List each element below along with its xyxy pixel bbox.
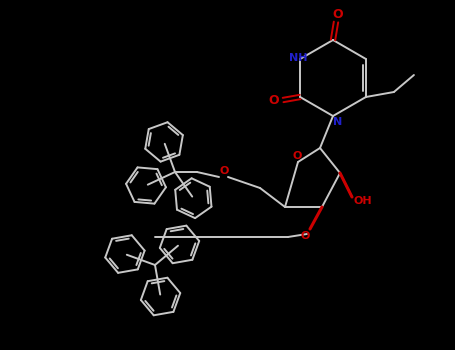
Text: O: O: [219, 166, 229, 176]
Text: N: N: [334, 117, 343, 127]
Text: OH: OH: [354, 196, 372, 206]
Text: O: O: [269, 94, 279, 107]
Text: NH: NH: [289, 53, 307, 63]
Text: O: O: [333, 8, 344, 21]
Text: O: O: [300, 231, 310, 241]
Text: O: O: [292, 151, 302, 161]
